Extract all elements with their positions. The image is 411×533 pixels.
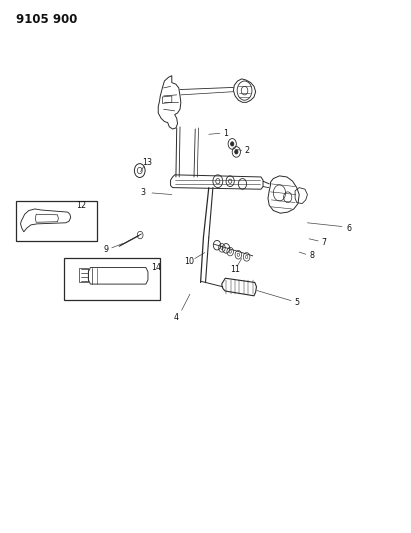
Text: 14: 14 <box>151 263 161 272</box>
Text: 3: 3 <box>141 189 145 197</box>
Text: 7: 7 <box>321 238 326 247</box>
Text: 1: 1 <box>223 129 228 138</box>
Circle shape <box>235 150 238 154</box>
Bar <box>64 258 160 300</box>
Text: 4: 4 <box>173 313 178 321</box>
Text: 12: 12 <box>76 201 86 209</box>
Text: 2: 2 <box>244 146 249 155</box>
Text: 10: 10 <box>184 257 194 265</box>
Text: 9105 900: 9105 900 <box>16 13 78 26</box>
Text: 5: 5 <box>294 298 299 307</box>
Text: 11: 11 <box>230 265 240 273</box>
Text: 6: 6 <box>346 224 351 232</box>
Text: 9: 9 <box>104 245 109 254</box>
Text: 13: 13 <box>142 158 152 167</box>
Circle shape <box>231 142 234 146</box>
Bar <box>16 201 97 241</box>
Text: 8: 8 <box>309 252 314 260</box>
